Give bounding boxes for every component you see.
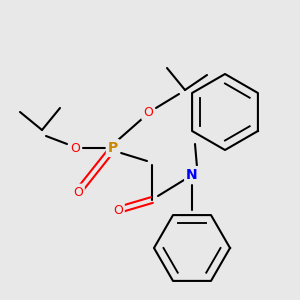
- Text: O: O: [113, 203, 123, 217]
- Text: O: O: [70, 142, 80, 154]
- Text: O: O: [143, 106, 153, 118]
- Text: N: N: [186, 168, 198, 182]
- Text: O: O: [73, 185, 83, 199]
- Text: P: P: [108, 141, 118, 155]
